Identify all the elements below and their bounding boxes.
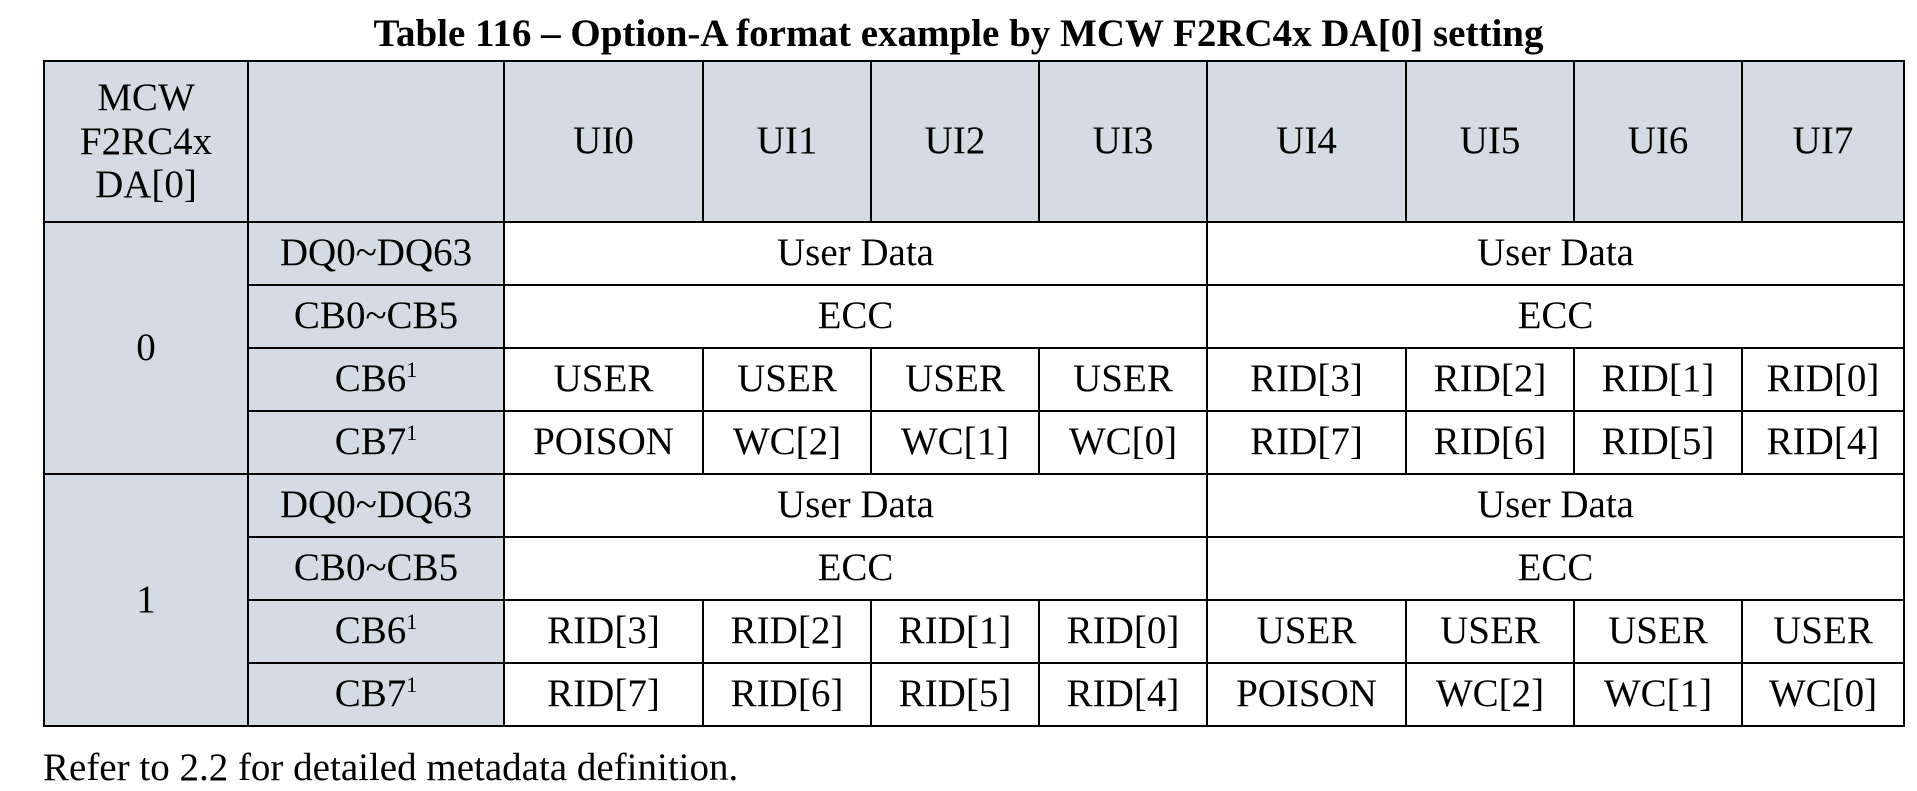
data-cell: WC[1] [1573,662,1743,727]
data-cell: RID[3] [1206,347,1407,412]
header-ui5: UI5 [1405,60,1575,223]
table-row: 0 DQ0~DQ63 User Data User Data [43,221,1905,475]
footnote-marker: 1 [406,357,418,383]
data-cell: RID[1] [870,599,1040,664]
data-cell: RID[1] [1573,347,1743,412]
option-a-format-table: MCW F2RC4x DA[0] UI0 UI1 UI2 UI3 UI4 UI5… [43,60,1905,727]
data-cell: RID[4] [1741,410,1905,475]
data-cell: RID[5] [1573,410,1743,475]
signal-label-cell: CB71 [247,662,505,727]
header-ui2: UI2 [870,60,1040,223]
data-cell: RID[6] [1405,410,1575,475]
table-row: CB71 POISON WC[2] WC[1] WC[0] RID[7] RID… [44,410,1905,475]
footnote-marker: 1 [406,420,418,446]
footnote-marker: 1 [406,672,418,698]
data-cell: USER [1405,599,1575,664]
data-cell: POISON [1206,662,1407,727]
signal-label-cell: DQ0~DQ63 [247,221,505,286]
data-cell: USER [1206,599,1407,664]
data-cell: ECC [1206,284,1905,349]
data-cell: WC[2] [702,410,872,475]
header-row: MCW F2RC4x DA[0] UI0 UI1 UI2 UI3 UI4 UI5… [43,60,1905,223]
signal-label-cell: CB61 [247,347,505,412]
header-ui1: UI1 [702,60,872,223]
signal-label-text: CB7 [334,672,407,716]
table-title: Table 116 – Option-A format example by M… [373,12,1544,55]
data-cell: RID[2] [1405,347,1575,412]
header-ui3: UI3 [1038,60,1208,223]
header-ui6: UI6 [1573,60,1743,223]
table-row: CB0~CB5 ECC ECC [44,536,1905,601]
signal-label-cell: CB61 [247,599,505,664]
data-cell: WC[0] [1038,410,1208,475]
data-cell: ECC [1206,536,1905,601]
data-cell: USER [1741,599,1905,664]
data-cell: WC[0] [1741,662,1905,727]
table-row: CB71 RID[7] RID[6] RID[5] RID[4] POISON … [44,662,1905,727]
data-cell: WC[2] [1405,662,1575,727]
header-ui4: UI4 [1206,60,1407,223]
signal-label-cell: CB71 [247,410,505,475]
signal-label-cell: CB0~CB5 [247,536,505,601]
header-ui0: UI0 [503,60,704,223]
header-signal-cell [247,60,505,223]
data-cell: RID[0] [1038,599,1208,664]
signal-label-text: CB7 [334,420,407,464]
header-ui7: UI7 [1741,60,1905,223]
mode-value-cell: 0 [43,221,249,475]
data-cell: RID[5] [870,662,1040,727]
table-row: CB61 USER USER USER USER RID[3] RID[2] R… [44,347,1905,412]
data-cell: ECC [503,536,1208,601]
table-row: CB61 RID[3] RID[2] RID[1] RID[0] USER US… [44,599,1905,664]
data-cell: User Data [503,221,1208,286]
data-cell: User Data [1206,221,1905,286]
signal-label-text: CB6 [334,357,407,401]
data-cell: USER [1038,347,1208,412]
footnote-text: Refer to 2.2 for detailed metadata defin… [43,746,739,789]
data-cell: User Data [503,473,1208,538]
data-cell: RID[7] [503,662,704,727]
signal-label-text: CB6 [334,609,407,653]
data-cell: POISON [503,410,704,475]
footnote-marker: 1 [406,609,418,635]
data-cell: ECC [503,284,1208,349]
data-cell: RID[0] [1741,347,1905,412]
signal-label-cell: CB0~CB5 [247,284,505,349]
data-cell: USER [702,347,872,412]
data-cell: RID[3] [503,599,704,664]
table-row: 1 DQ0~DQ63 User Data User Data [43,473,1905,727]
data-cell: RID[2] [702,599,872,664]
table-row: CB0~CB5 ECC ECC [44,284,1905,349]
mode-value-cell: 1 [43,473,249,727]
data-cell: RID[4] [1038,662,1208,727]
data-cell: USER [870,347,1040,412]
data-cell: USER [1573,599,1743,664]
data-cell: USER [503,347,704,412]
header-mode-cell: MCW F2RC4x DA[0] [43,60,249,223]
data-cell: RID[7] [1206,410,1407,475]
data-cell: RID[6] [702,662,872,727]
data-cell: WC[1] [870,410,1040,475]
data-cell: User Data [1206,473,1905,538]
signal-label-cell: DQ0~DQ63 [247,473,505,538]
